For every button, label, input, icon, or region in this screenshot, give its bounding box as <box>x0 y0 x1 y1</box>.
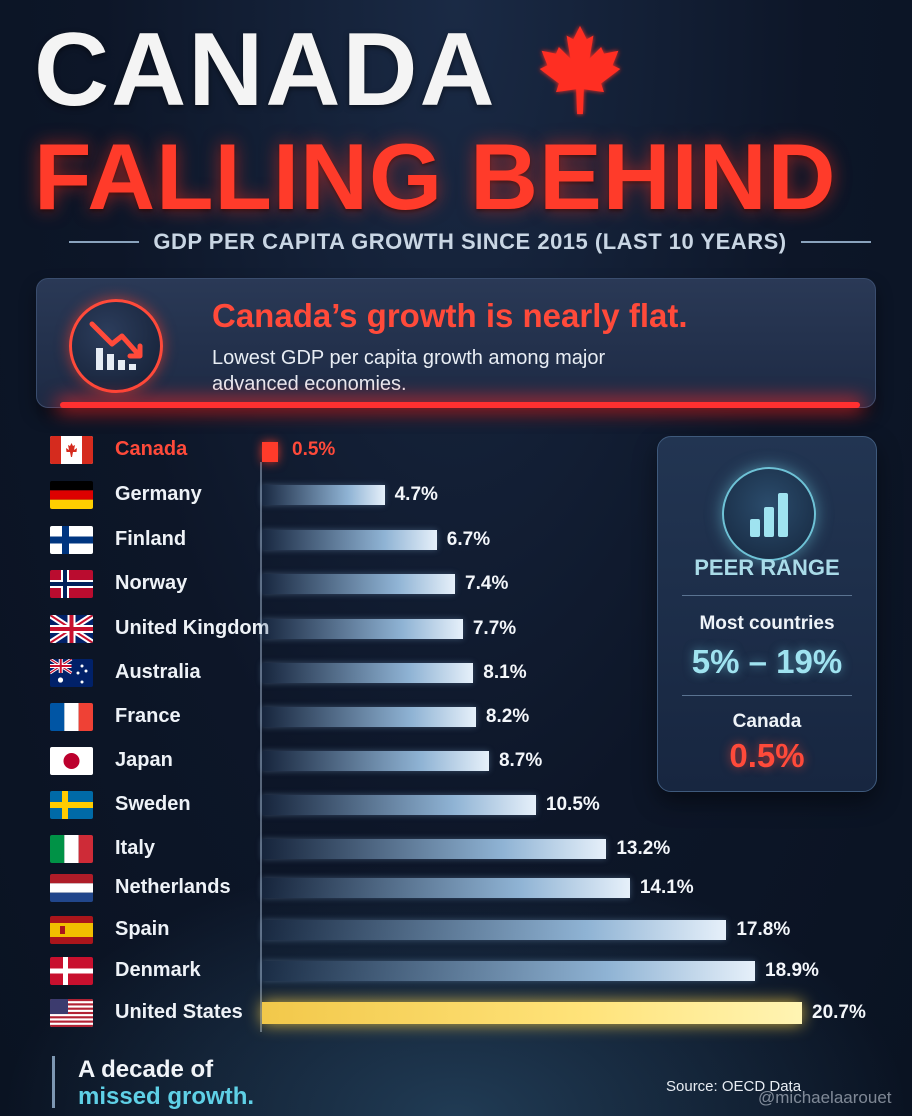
watermark: @michaelaarouet <box>758 1088 892 1107</box>
peer-range-title: PEER RANGE <box>694 555 840 580</box>
bar-italy <box>262 839 607 859</box>
category-label-netherlands: Netherlands <box>115 876 231 898</box>
bar-australia <box>262 663 474 683</box>
usa-flag-icon <box>50 999 93 1027</box>
bar-germany <box>262 485 385 505</box>
value-label-norway: 7.4% <box>465 573 509 594</box>
callout-heading: Canada’s growth is nearly flat. <box>212 297 688 334</box>
category-label-japan: Japan <box>115 749 173 771</box>
value-label-australia: 8.1% <box>483 662 527 683</box>
value-label-spain: 17.8% <box>736 919 791 940</box>
callout-panel: Canada’s growth is nearly flat. Lowest G… <box>36 278 876 408</box>
value-label-canada: 0.5% <box>292 439 336 460</box>
denmark-flag-icon <box>50 957 93 985</box>
footer-tagline-line-2: missed growth. <box>78 1083 255 1110</box>
value-label-finland: 6.7% <box>446 529 491 550</box>
category-label-sweden: Sweden <box>115 793 191 815</box>
bar-denmark <box>262 961 756 981</box>
value-label-denmark: 18.9% <box>765 960 819 981</box>
peer-range-panel: PEER RANGE Most countries 5% – 19% Canad… <box>657 436 877 792</box>
category-label-united-states: United States <box>115 1001 243 1023</box>
canada-flag-icon <box>50 436 93 464</box>
sweden-flag-icon <box>50 791 93 819</box>
bar-united-states <box>262 1002 802 1024</box>
netherlands-flag-icon <box>50 874 93 902</box>
chart-subtitle: GDP PER CAPITA GROWTH SINCE 2015 (LAST 1… <box>153 229 787 254</box>
value-label-united-states: 20.7% <box>812 1002 866 1023</box>
category-label-finland: Finland <box>115 528 187 550</box>
footer-accent-bar <box>52 1056 55 1108</box>
bar-chart-icon <box>722 467 816 561</box>
category-label-france: France <box>115 705 181 727</box>
peer-canada-label: Canada <box>732 711 802 732</box>
bar-canada <box>262 442 278 462</box>
bar-sweden <box>262 795 536 815</box>
value-label-germany: 4.7% <box>394 484 438 505</box>
germany-flag-icon <box>50 481 93 509</box>
category-label-denmark: Denmark <box>115 959 201 981</box>
finland-flag-icon <box>50 526 93 554</box>
value-label-sweden: 10.5% <box>545 794 600 815</box>
declining-bar-chart-icon <box>69 299 163 393</box>
category-label-italy: Italy <box>115 837 156 859</box>
peer-most-range: 5% – 19% <box>691 643 843 680</box>
category-label-canada: Canada <box>115 438 188 460</box>
bar-spain <box>262 920 727 940</box>
category-label-spain: Spain <box>115 918 170 940</box>
italy-flag-icon <box>50 835 93 863</box>
peer-most-label: Most countries <box>699 613 835 634</box>
value-label-netherlands: 14.1% <box>639 877 694 898</box>
callout-body: Lowest GDP per capita growth among major… <box>212 347 606 395</box>
chart-axis-line <box>260 462 262 1032</box>
callout-underglow <box>60 402 860 408</box>
category-label-germany: Germany <box>115 483 202 505</box>
background-glow <box>0 856 912 1116</box>
bar-netherlands <box>262 878 630 898</box>
bar-finland <box>262 530 437 550</box>
value-label-italy: 13.2% <box>616 838 671 859</box>
peer-divider-2 <box>682 695 852 696</box>
source-note: Source: OECD Data <box>666 1078 802 1095</box>
bar-france <box>262 707 476 727</box>
peer-canada-value: 0.5% <box>729 737 805 774</box>
title-line-2: FALLING BEHIND <box>34 124 837 229</box>
france-flag-icon <box>50 703 93 731</box>
title-line-1: CANADA <box>34 12 497 128</box>
japan-flag-icon <box>50 747 93 775</box>
spain-flag-icon <box>50 916 93 944</box>
uk-flag-icon <box>50 615 93 643</box>
subtitle-divider-right <box>800 241 871 243</box>
subtitle-row: GDP PER CAPITA GROWTH SINCE 2015 (LAST 1… <box>60 228 880 256</box>
australia-flag-icon <box>50 659 93 687</box>
value-label-france: 8.2% <box>485 706 530 727</box>
category-label-norway: Norway <box>115 572 188 594</box>
bar-united-kingdom <box>262 619 463 639</box>
footer-tagline-line-1: A decade of <box>78 1056 214 1083</box>
bar-japan <box>262 751 489 771</box>
value-label-united-kingdom: 7.7% <box>472 618 517 639</box>
value-label-japan: 8.7% <box>498 750 543 771</box>
norway-flag-icon <box>50 570 93 598</box>
subtitle-divider-left <box>69 241 140 243</box>
maple-leaf-icon <box>539 25 621 115</box>
bar-norway <box>262 574 456 594</box>
peer-divider-1 <box>682 595 852 596</box>
category-label-united-kingdom: United Kingdom <box>115 617 270 639</box>
category-label-australia: Australia <box>115 661 201 683</box>
